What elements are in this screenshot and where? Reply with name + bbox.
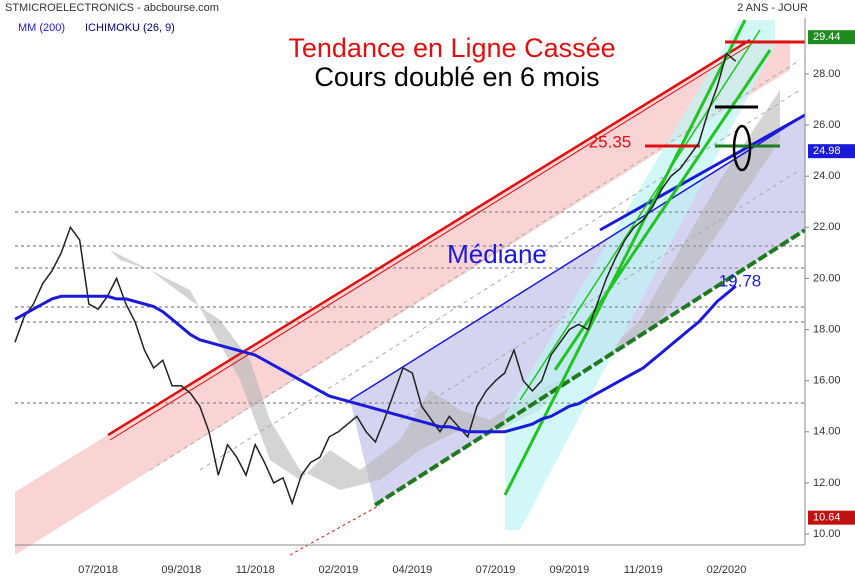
- header-period: 2 ANS - JOUR: [737, 2, 808, 14]
- y-tick-label: 28.00: [813, 68, 841, 80]
- price-line: [14, 52, 737, 506]
- x-tick-label: 02/2020: [707, 564, 747, 576]
- annotation-title: Tendance en Ligne Cassée: [288, 33, 615, 63]
- x-tick-label: 02/2019: [319, 564, 359, 576]
- price-tag-label: 24.98: [813, 145, 841, 157]
- y-tick-label: 20.00: [813, 272, 841, 284]
- annotation-mm: 19.78: [719, 271, 762, 290]
- x-tick-label: 09/2018: [161, 564, 201, 576]
- annotation-subtitle: Cours doublé en 6 mois: [314, 62, 599, 92]
- x-tick-label: 11/2018: [236, 564, 275, 576]
- legend-entry: MM (200): [18, 22, 65, 34]
- y-tick-label: 26.00: [813, 119, 841, 131]
- y-tick-label: 16.00: [813, 375, 841, 387]
- header-title: STMICROELECTRONICS - abcbourse.com: [5, 2, 219, 14]
- y-tick-label: 10.00: [813, 528, 841, 540]
- price-tag: [808, 510, 855, 525]
- price-tag-label: 10.64: [813, 512, 841, 524]
- price-tag: [808, 30, 855, 45]
- y-tick-label: 24.00: [813, 170, 841, 182]
- annotation-level: 25.35: [589, 132, 632, 151]
- price-tag-label: 29.44: [813, 31, 841, 43]
- y-tick-label: 22.00: [813, 221, 841, 233]
- annotation-median: Médiane: [447, 239, 547, 269]
- y-tick-label: 14.00: [813, 426, 841, 438]
- y-tick-label: 12.00: [813, 477, 841, 489]
- legend-entry: ICHIMOKU (26, 9): [85, 22, 175, 34]
- x-tick-label: 07/2018: [78, 564, 118, 576]
- x-tick-label: 11/2019: [624, 564, 663, 576]
- x-tick-label: 09/2019: [550, 564, 590, 576]
- price-tag: [808, 144, 855, 159]
- x-tick-label: 07/2019: [476, 564, 516, 576]
- y-tick-label: 18.00: [813, 323, 841, 335]
- channels: [15, 19, 807, 556]
- moving-average-line: [14, 284, 737, 434]
- x-tick-label: 04/2019: [392, 564, 432, 576]
